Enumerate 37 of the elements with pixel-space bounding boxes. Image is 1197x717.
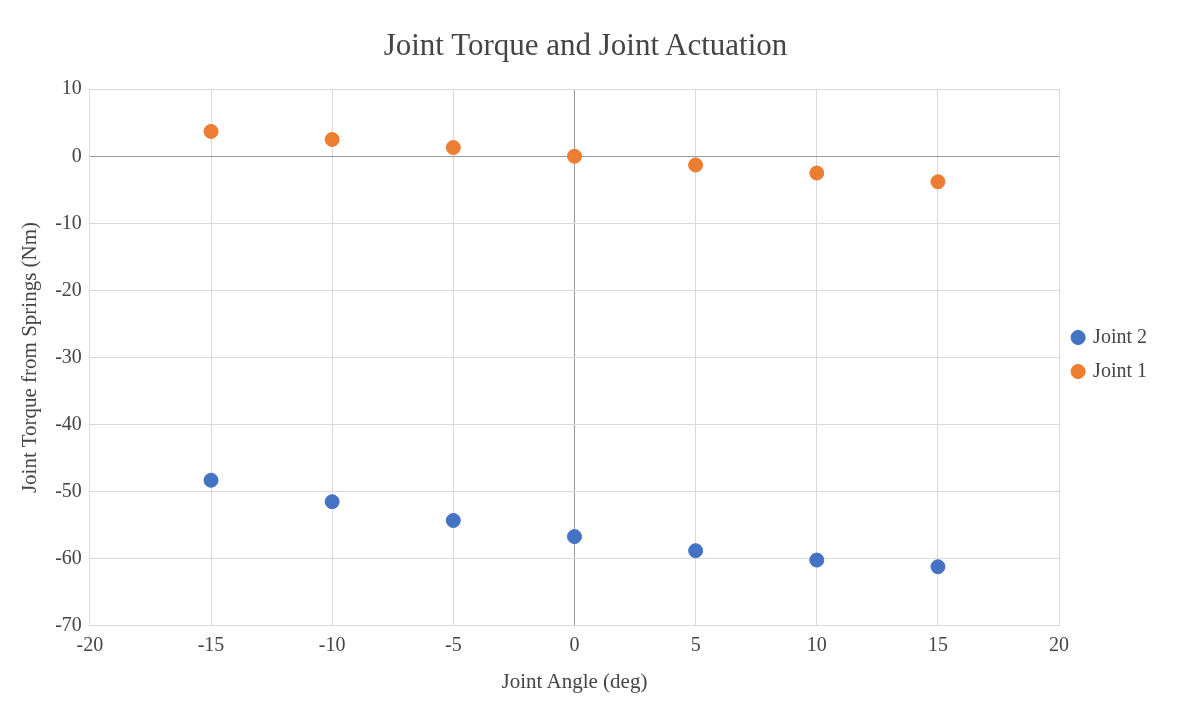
point xyxy=(203,123,219,139)
point xyxy=(930,559,946,575)
x-tick-label: -15 xyxy=(197,633,225,656)
x-tick-label: -10 xyxy=(318,633,346,656)
point xyxy=(445,140,461,156)
y-tick-label: 0 xyxy=(71,143,82,166)
point xyxy=(566,148,582,164)
point xyxy=(688,543,704,559)
point xyxy=(445,512,461,528)
y-tick-label: -30 xyxy=(55,344,82,367)
y-tick-label: -50 xyxy=(55,478,82,501)
y-tick-label: -40 xyxy=(55,411,82,434)
chart-title: Joint Torque and Joint Actuation xyxy=(383,26,788,62)
x-tick-label: 0 xyxy=(569,633,580,656)
point xyxy=(566,529,582,545)
point xyxy=(688,157,704,173)
x-tick-label: -20 xyxy=(76,633,104,656)
y-tick-label: -20 xyxy=(55,277,82,300)
y-axis-title: Joint Torque from Springs (Nm) xyxy=(17,221,42,494)
point xyxy=(809,552,825,568)
y-tick-label: -70 xyxy=(55,613,82,636)
y-tick-label: 10 xyxy=(61,76,82,99)
x-tick-label: 20 xyxy=(1049,633,1070,656)
point xyxy=(930,174,946,190)
x-tick-label: -5 xyxy=(444,633,462,656)
legend-label: Joint 2 xyxy=(1093,324,1148,347)
legend-label: Joint 1 xyxy=(1093,358,1148,381)
point xyxy=(203,472,219,488)
y-tick-label: -10 xyxy=(55,210,82,233)
x-tick-label: 5 xyxy=(690,633,701,656)
y-tick-label: -60 xyxy=(55,545,82,568)
point xyxy=(809,165,825,181)
point xyxy=(324,494,340,510)
x-axis-title: Joint Angle (deg) xyxy=(501,668,648,693)
point xyxy=(324,132,340,148)
x-tick-label: 10 xyxy=(806,633,827,656)
x-tick-label: 15 xyxy=(927,633,948,656)
